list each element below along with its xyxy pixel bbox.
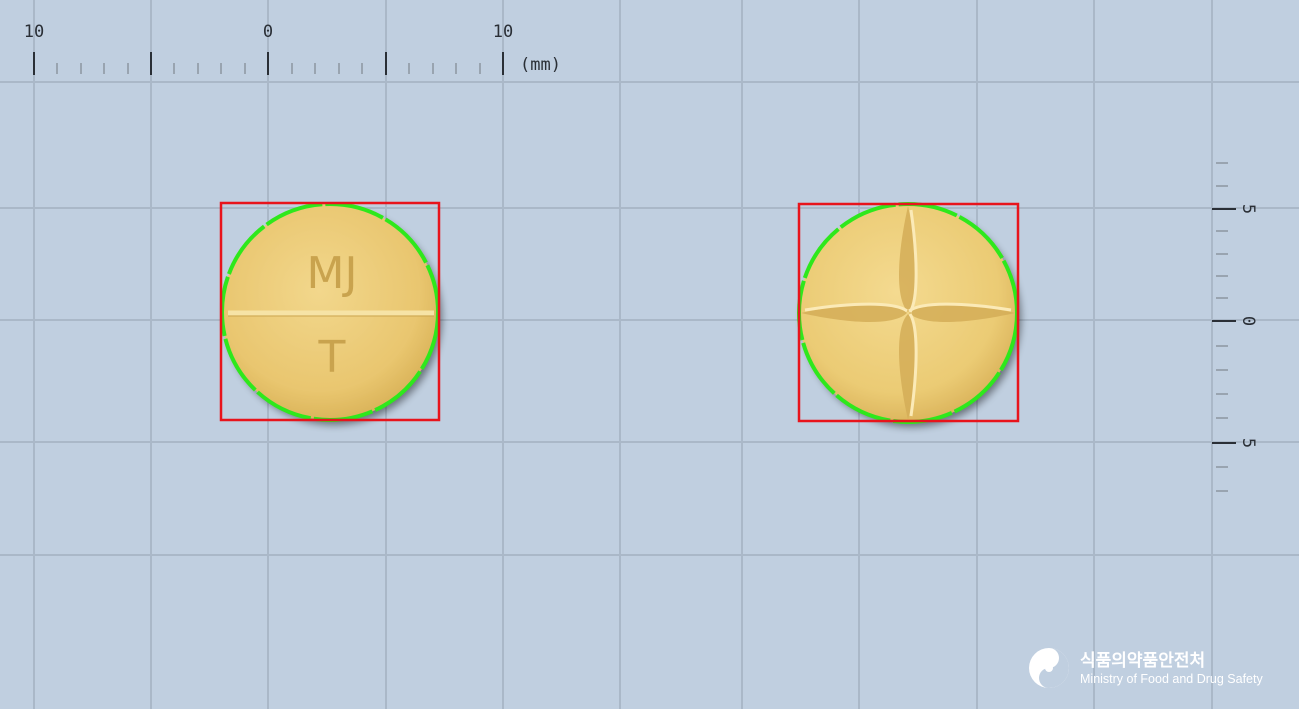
ruler-right-label-0: 0	[1238, 316, 1258, 326]
pill-front-bounding-box	[219, 201, 441, 422]
pill-back-cross-score	[801, 206, 1015, 420]
pill-front-imprint-bottom: T	[318, 332, 346, 383]
mfds-korean-name: 식품의약품안전처	[1080, 650, 1205, 671]
pill-front-imprint-top: MJ	[307, 248, 358, 299]
pill-back	[797, 202, 1020, 424]
mfds-emblem-icon	[1029, 648, 1069, 688]
mfds-logo: 식품의약품안전처 Ministry of Food and Drug Safet…	[1029, 648, 1263, 688]
ruler-label-0: 0	[263, 22, 273, 42]
ruler-right-label-5-bottom: 5	[1238, 438, 1258, 448]
ruler-unit-label: (mm)	[520, 55, 561, 75]
right-ruler: 5 0 5	[1212, 162, 1258, 492]
ruler-label-right-10: 10	[493, 22, 513, 42]
ruler-label-left-10: 10	[24, 22, 44, 42]
pill-front: MJ T	[219, 201, 441, 422]
pill-back-bounding-box	[797, 202, 1020, 423]
pill-back-body	[799, 204, 1017, 422]
top-ruler: 10 0 10 (mm)	[24, 22, 561, 75]
ruler-right-label-5-top: 5	[1238, 204, 1258, 214]
mfds-english-name: Ministry of Food and Drug Safety	[1080, 672, 1263, 686]
